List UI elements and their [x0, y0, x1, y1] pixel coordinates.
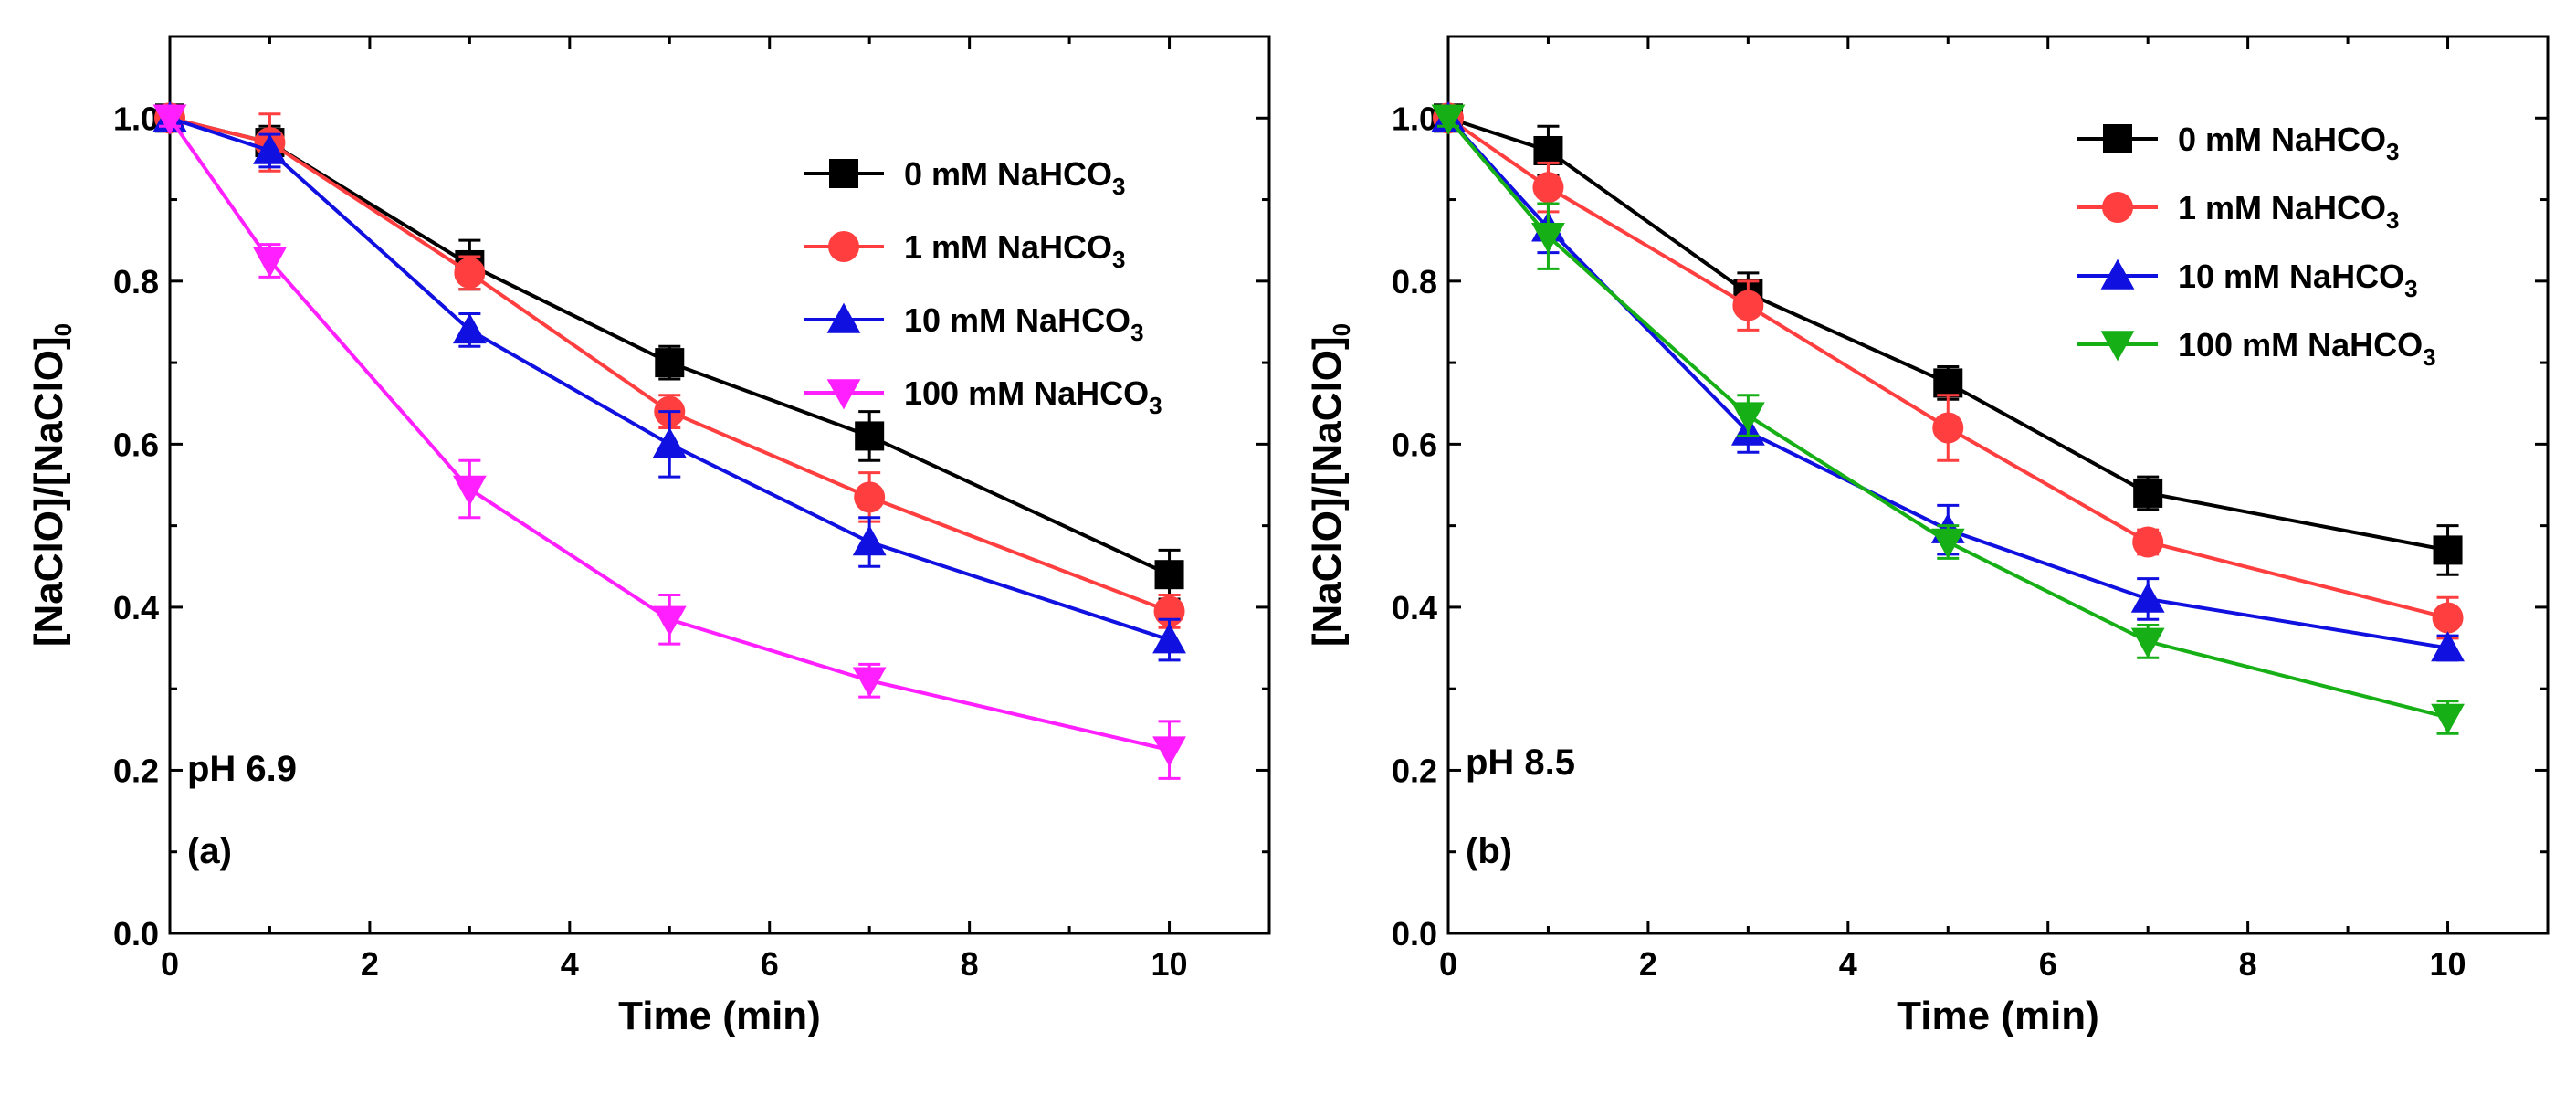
- x-axis-title: Time (min): [618, 994, 821, 1038]
- x-axis-title: Time (min): [1897, 994, 2099, 1038]
- x-tick-label: 8: [2239, 945, 2257, 983]
- y-tick-label: 0.6: [113, 426, 159, 463]
- y-tick-label: 0.4: [1392, 589, 1437, 626]
- legend-marker: [828, 231, 859, 262]
- x-tick-label: 6: [761, 945, 779, 983]
- data-point: [2431, 703, 2465, 734]
- legend-marker: [826, 302, 861, 333]
- y-tick-label: 0.4: [113, 589, 159, 626]
- series-line: [1446, 116, 2449, 620]
- chart-panel-a: 0 2 4 6 8 10 0.0 0.2 0.4 0.6 0.8 1.0 Time (min) [NaCl…: [26, 35, 1271, 1038]
- legend-marker: [826, 379, 861, 410]
- data-point: [2130, 627, 2165, 658]
- data-point: [655, 348, 685, 378]
- x-tick-label: 0: [161, 945, 179, 983]
- data-point: [652, 426, 687, 458]
- series-line: [1446, 116, 2449, 720]
- y-tick-label: 0.6: [1392, 426, 1437, 463]
- data-point: [1152, 623, 1186, 654]
- data-point: [1933, 368, 1963, 398]
- condition-label: pH 6.9: [187, 749, 297, 789]
- y-axis-title: [NaClO]/[NaClO]0: [1305, 323, 1355, 647]
- y-tick-label: 1.0: [1392, 100, 1437, 137]
- legend-marker: [829, 159, 858, 188]
- data-point: [454, 257, 486, 289]
- x-tick-label: 2: [361, 945, 379, 983]
- legend-label: 10 mM NaHCO3: [904, 301, 1144, 346]
- series-3: [152, 104, 1186, 780]
- legend: 0 mM NaHCO3 1 mM NaHCO3 10 mM NaHCO3 100 mM…: [804, 155, 1162, 419]
- series-line: [169, 116, 1171, 614]
- legend-marker: [2103, 124, 2132, 153]
- data-point: [855, 421, 885, 451]
- legend-label: 1 mM NaHCO3: [904, 228, 1126, 273]
- data-point: [152, 104, 187, 135]
- legend-marker: [2100, 331, 2135, 362]
- data-point: [1732, 290, 1764, 321]
- y-axis-title: [NaClO]/[NaClO]0: [26, 323, 77, 647]
- data-point: [2433, 535, 2463, 565]
- data-point: [854, 481, 886, 513]
- x-tick-label: 8: [961, 945, 979, 983]
- y-tick-label: 0.0: [113, 915, 159, 953]
- data-point: [1531, 222, 1565, 254]
- condition-label: pH 8.5: [1466, 742, 1575, 783]
- data-point: [253, 133, 287, 164]
- panel-label: (a): [187, 831, 232, 871]
- legend-label: 100 mM NaHCO3: [904, 374, 1162, 419]
- data-point: [2132, 526, 2164, 558]
- series-line: [1447, 116, 2448, 553]
- legend-label: 1 mM NaHCO3: [2178, 189, 2400, 234]
- y-tick-label: 0.8: [113, 263, 159, 300]
- data-point: [1154, 560, 1184, 590]
- x-tick-label: 4: [561, 945, 579, 983]
- y-tick-label: 0.8: [1392, 263, 1437, 300]
- data-point: [1532, 172, 1564, 204]
- data-point: [852, 525, 887, 556]
- legend-label: 10 mM NaHCO3: [2178, 258, 2418, 302]
- data-point: [2133, 478, 2163, 508]
- data-point: [2432, 602, 2464, 634]
- series-line: [168, 117, 1170, 753]
- data-point: [2130, 582, 2165, 613]
- chart-panel-b: 0 2 4 6 8 10 0.0 0.2 0.4 0.6 0.8 1.0 Time (min) [NaCl…: [1305, 35, 2550, 1038]
- plot-frame: [168, 35, 1271, 935]
- data-point: [852, 667, 887, 698]
- data-point: [452, 312, 487, 344]
- legend-label: 0 mM NaHCO3: [904, 155, 1126, 200]
- legend-label: 0 mM NaHCO3: [2178, 121, 2400, 165]
- y-tick-label: 1.0: [113, 100, 159, 137]
- data-point: [1730, 402, 1765, 433]
- x-tick-label: 6: [2039, 945, 2057, 983]
- legend-marker: [2100, 258, 2135, 290]
- data-point: [2431, 631, 2465, 662]
- y-tick-label: 0.2: [1392, 752, 1437, 789]
- x-tick-label: 4: [1839, 945, 1857, 983]
- data-point: [1533, 135, 1563, 165]
- series-line: [169, 116, 1171, 642]
- series-3: [1431, 104, 2465, 735]
- x-tick-label: 0: [1439, 945, 1457, 983]
- x-tick-label: 10: [2430, 945, 2466, 983]
- panel-label: (b): [1466, 831, 1512, 871]
- plot-frame: [1446, 35, 2550, 935]
- data-point: [1431, 104, 1466, 135]
- y-tick-label: 0.2: [113, 752, 159, 789]
- legend-marker: [2102, 192, 2133, 223]
- data-point: [1152, 736, 1186, 767]
- data-point: [652, 605, 687, 637]
- y-tick-label: 0.0: [1392, 915, 1437, 953]
- legend-label: 100 mM NaHCO3: [2178, 326, 2436, 371]
- x-tick-label: 2: [1639, 945, 1657, 983]
- data-point: [253, 247, 287, 278]
- data-point: [452, 475, 487, 506]
- data-point: [1932, 412, 1964, 444]
- legend: 0 mM NaHCO3 1 mM NaHCO3 10 mM NaHCO3 100 mM…: [2077, 121, 2436, 371]
- x-tick-label: 10: [1151, 945, 1188, 983]
- data-point: [1930, 528, 1965, 559]
